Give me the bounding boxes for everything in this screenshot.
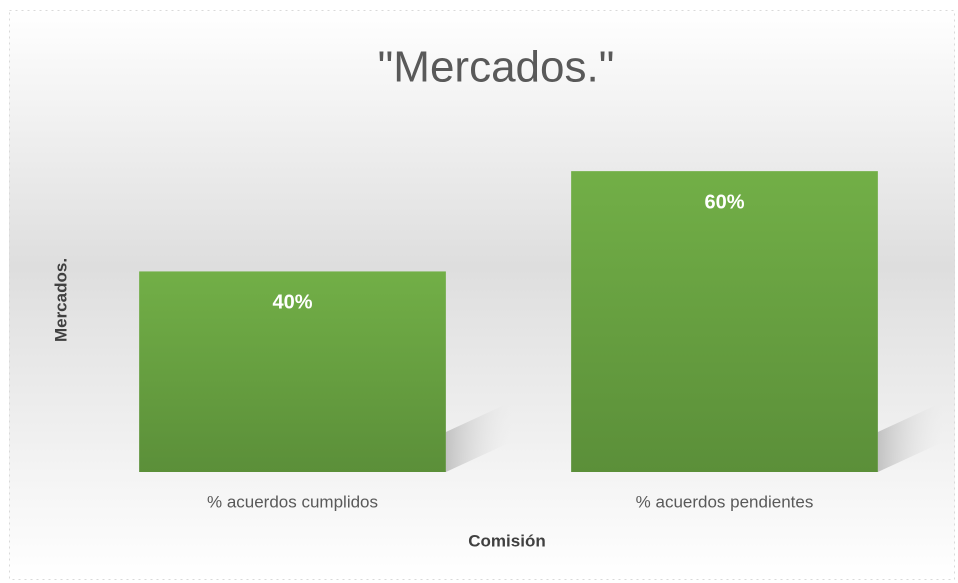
bar-shadow [877, 402, 943, 472]
bar-shadow [445, 402, 511, 472]
x-tick-label: % acuerdos pendientes [636, 492, 814, 511]
chart-border [9, 10, 955, 580]
chart-title: "Mercados." [378, 43, 615, 92]
data-label: 60% [704, 191, 744, 213]
y-axis-label: Mercados. [51, 258, 70, 342]
bar [139, 271, 446, 472]
x-tick-label: % acuerdos cumplidos [207, 492, 378, 511]
data-label: 40% [272, 292, 312, 314]
bar [571, 171, 878, 472]
x-axis-label: Comisión [468, 531, 545, 550]
